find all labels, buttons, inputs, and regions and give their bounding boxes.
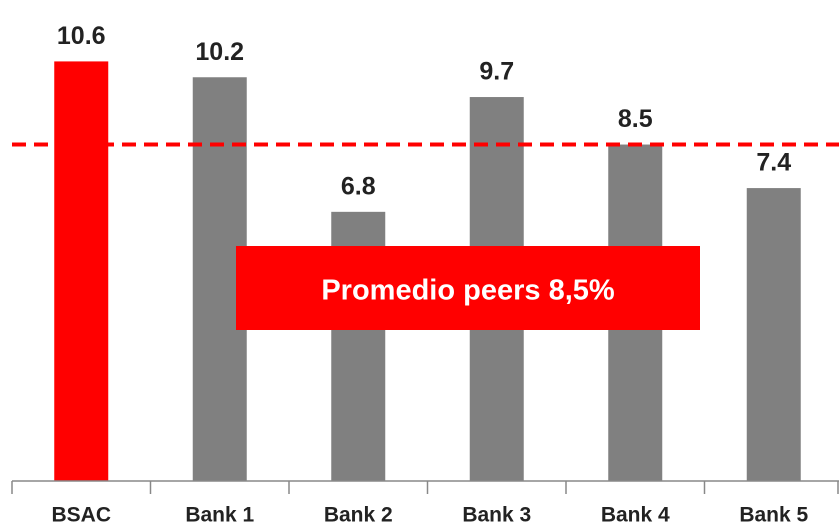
- value-label: 6.8: [341, 172, 376, 200]
- annotation-box: [236, 246, 700, 330]
- x-tick-label: Bank 3: [462, 504, 531, 527]
- bar: [54, 61, 109, 482]
- value-label: 7.4: [756, 149, 791, 177]
- x-tick-label: Bank 4: [601, 504, 670, 527]
- value-label: 10.2: [195, 38, 244, 66]
- value-label: 10.6: [57, 22, 106, 50]
- x-tick-label: Bank 1: [185, 504, 254, 527]
- value-label: 8.5: [618, 105, 653, 133]
- value-label: 9.7: [479, 58, 514, 86]
- x-tick-label: Bank 2: [324, 504, 393, 527]
- annotation: Promedio peers 8,5%: [321, 275, 615, 307]
- bar: [746, 188, 801, 482]
- x-tick-label: Bank 5: [739, 504, 808, 527]
- x-tick-label: BSAC: [51, 504, 111, 527]
